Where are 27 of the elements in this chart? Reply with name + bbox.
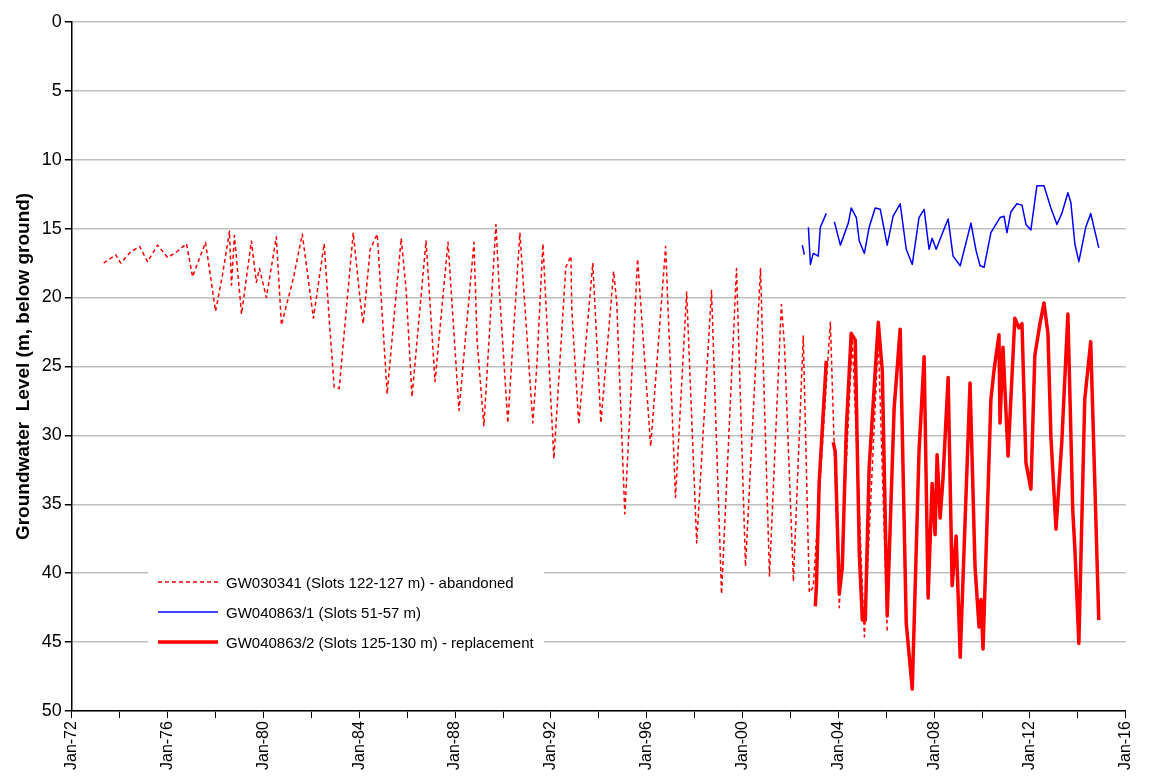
x-tick-label: Jan-00 bbox=[732, 720, 750, 770]
legend-label: GW040863/2 (Slots 125-130 m) - replacement bbox=[226, 633, 534, 651]
y-tick-label: 35 bbox=[41, 493, 62, 514]
legend-label: GW030341 (Slots 122-127 m) - abandoned bbox=[226, 573, 514, 591]
y-tick-label: 20 bbox=[41, 286, 62, 307]
x-tick-label: Jan-12 bbox=[1020, 720, 1038, 770]
x-tick-label: Jan-92 bbox=[541, 720, 559, 770]
x-tick-label: Jan-96 bbox=[637, 720, 655, 770]
y-tick-label: 30 bbox=[41, 424, 62, 445]
y-tick-label: 0 bbox=[51, 10, 62, 31]
y-tick-label: 5 bbox=[51, 79, 62, 100]
x-tick-label: Jan-80 bbox=[253, 720, 271, 770]
y-tick-label: 25 bbox=[41, 355, 62, 376]
y-axis-title: Groundwater Level (m, below ground) bbox=[11, 192, 33, 541]
x-tick-label: Jan-72 bbox=[62, 720, 80, 770]
x-tick-label: Jan-08 bbox=[924, 720, 942, 770]
x-tick-label: Jan-04 bbox=[828, 720, 846, 770]
y-tick-label: 40 bbox=[41, 562, 62, 583]
x-tick-label: Jan-84 bbox=[349, 720, 367, 770]
x-tick-label: Jan-16 bbox=[1116, 720, 1134, 770]
x-tick-label: Jan-76 bbox=[158, 720, 176, 770]
y-tick-label: 10 bbox=[41, 148, 62, 169]
x-tick-label: Jan-88 bbox=[445, 720, 463, 770]
y-tick-label: 15 bbox=[41, 217, 62, 238]
legend-label: GW040863/1 (Slots 51-57 m) bbox=[226, 603, 422, 621]
y-tick-label: 50 bbox=[41, 700, 62, 721]
y-tick-label: 45 bbox=[41, 631, 62, 652]
